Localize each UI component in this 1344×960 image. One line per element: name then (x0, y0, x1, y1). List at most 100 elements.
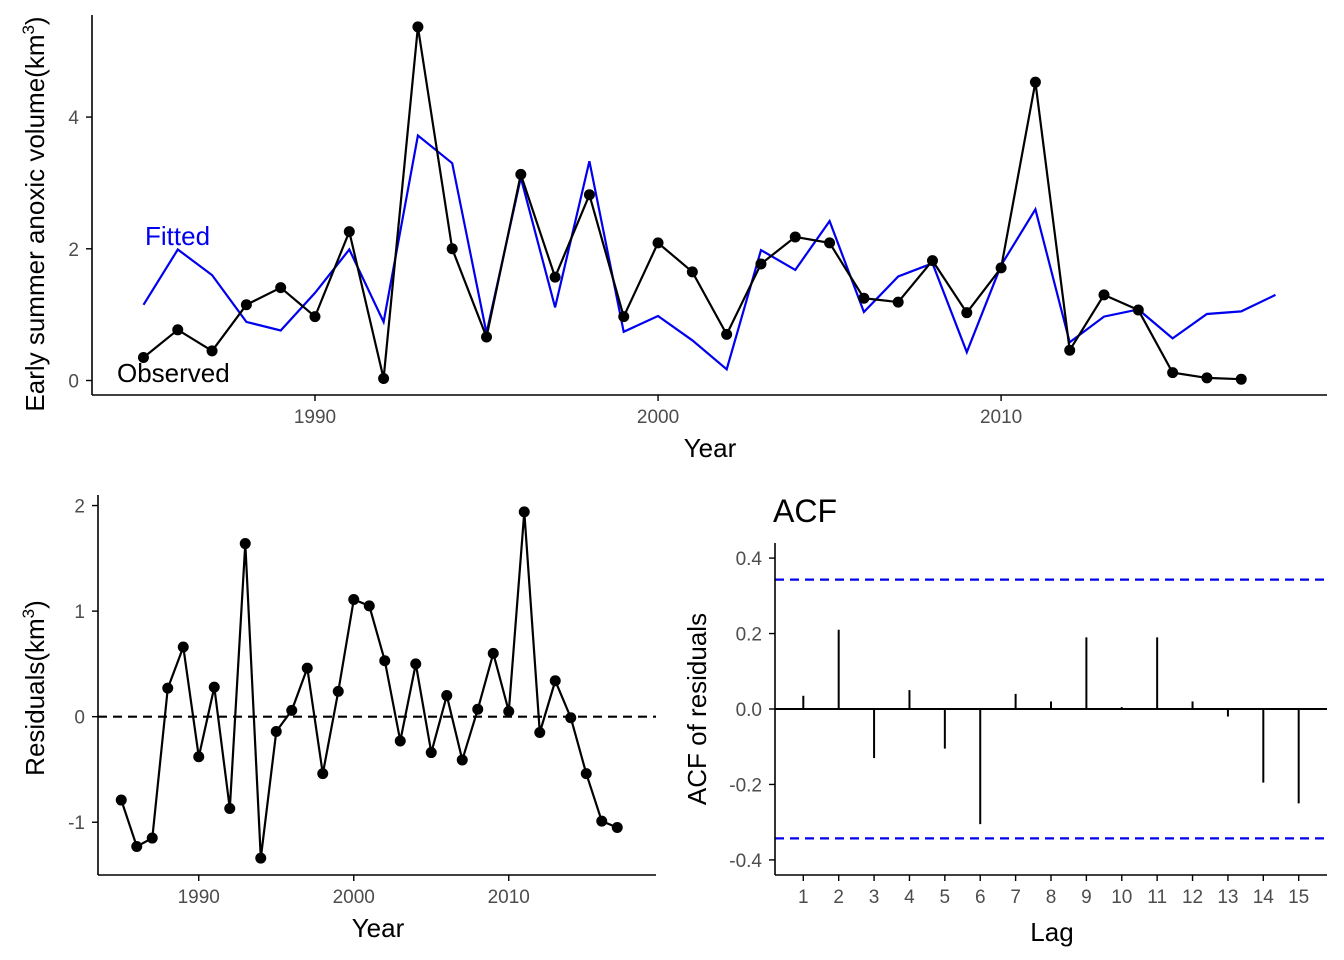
acf-x-tick-label: 2 (833, 887, 844, 908)
observed-point (515, 168, 527, 180)
acf-bars (775, 629, 1327, 825)
residuals-x-tick-label: 1990 (178, 887, 220, 908)
residuals-y-tick-label: 2 (74, 497, 85, 518)
observed-point (172, 324, 184, 336)
top-x-tick-labels: 1990 2000 2010 (294, 407, 1022, 428)
residuals-panel: 1990 2000 2010 -1 0 1 2 Year Residuals(km3) (19, 495, 656, 943)
acf-x-tick-label: 5 (940, 887, 951, 908)
acf-x-tick-label: 12 (1182, 887, 1203, 908)
acf-y-tick-label: -0.4 (729, 851, 762, 872)
observed-point (206, 345, 218, 357)
acf-x-tick-label: 9 (1081, 887, 1092, 908)
residual-point (348, 594, 360, 605)
residuals-y-tick-label: 1 (74, 602, 85, 623)
acf-x-tick-label: 6 (975, 887, 986, 908)
residual-point (503, 705, 515, 717)
residuals-y-tick-label: -1 (68, 813, 85, 834)
acf-x-tick-label: 11 (1147, 887, 1167, 908)
top-x-tick-label: 2000 (637, 407, 679, 428)
acf-title: ACF (773, 493, 837, 529)
observed-point (755, 258, 767, 270)
acf-x-tick-label: 14 (1253, 887, 1275, 908)
residuals-x-axis-title: Year (352, 913, 405, 943)
residuals-y-axis-title: Residuals(km3) (19, 600, 50, 776)
fitted-line (142, 133, 1276, 372)
observed-point (481, 331, 493, 343)
residual-point (487, 647, 499, 659)
residual-point (518, 506, 530, 518)
residual-point (115, 794, 127, 806)
acf-x-tick-label: 15 (1288, 887, 1309, 908)
top-x-tick-label: 2010 (980, 407, 1022, 428)
residual-point (611, 822, 623, 833)
top-x-tick-label: 1990 (294, 407, 336, 428)
residual-point (472, 703, 484, 715)
observed-point (1064, 344, 1076, 356)
acf-x-tick-label: 1 (798, 887, 809, 908)
acf-y-tick-label: 0.0 (736, 700, 762, 721)
top-y-axis-title: Early summer anoxic volume(km3) (19, 16, 50, 411)
observed-point (240, 299, 252, 311)
residual-point (286, 704, 298, 716)
top-x-axis-title: Year (684, 433, 737, 463)
residual-point (332, 685, 344, 697)
residuals-axes (92, 495, 656, 881)
acf-y-axis-title: ACF of residuals (682, 613, 712, 805)
residual-point (363, 600, 375, 612)
acf-confidence-bounds (775, 578, 1327, 840)
residual-point (456, 754, 468, 766)
observed-point (995, 262, 1007, 274)
top-y-axis-title-close: ) (20, 16, 50, 25)
acf-x-axis-title: Lag (1030, 917, 1073, 947)
observed-point (652, 237, 664, 249)
residual-point (131, 841, 143, 852)
residual-point (549, 675, 561, 687)
top-y-tick-label: 0 (68, 372, 79, 393)
residual-point (193, 751, 205, 763)
acf-axes (769, 543, 1327, 881)
residuals-y-axis-title-text: Residuals(km (20, 618, 50, 776)
observed-point (618, 311, 630, 323)
residuals-y-axis-title-superscript: 3 (19, 609, 38, 618)
residual-point (410, 658, 422, 670)
observed-point (137, 351, 149, 363)
acf-x-tick-label: 8 (1046, 887, 1057, 908)
observed-point (961, 307, 973, 319)
observed-point (343, 226, 355, 238)
acf-x-tick-label: 4 (904, 887, 915, 908)
observed-point (824, 237, 836, 249)
acf-y-tick-label: 0.2 (736, 625, 762, 646)
observed-point (1132, 304, 1144, 316)
residuals-x-tick-label: 2000 (333, 887, 375, 908)
top-y-axis-title-text: Early summer anoxic volume(km (20, 35, 50, 412)
observed-point (686, 266, 698, 278)
observed-point (412, 21, 424, 33)
observed-point (892, 296, 904, 308)
residual-point (441, 690, 453, 702)
residuals-x-tick-label: 2010 (488, 887, 530, 908)
acf-x-tick-label: 13 (1217, 887, 1238, 908)
acf-x-tick-label: 10 (1111, 887, 1132, 908)
fitted-annotation: Fitted (145, 221, 210, 251)
top-axes (86, 15, 1327, 401)
observed-point (858, 292, 870, 304)
acf-x-tick-labels: 1 2 3 4 5 6 7 8 9 10 11 12 13 14 15 (798, 887, 1309, 908)
residual-point (394, 735, 406, 747)
observed-point (549, 271, 561, 283)
residual-point (255, 852, 267, 864)
residual-point (177, 641, 189, 653)
residual-point (565, 712, 577, 724)
top-y-tick-label: 4 (68, 108, 79, 129)
residual-point (425, 747, 437, 759)
residual-point (146, 832, 158, 844)
residual-point (580, 768, 592, 780)
residual-point (534, 727, 546, 738)
residuals-x-tick-labels: 1990 2000 2010 (178, 887, 530, 908)
top-y-tick-label: 2 (68, 240, 79, 261)
residuals-y-axis-title-close: ) (20, 600, 50, 609)
residual-point (162, 682, 174, 694)
observed-point (926, 255, 938, 267)
observed-point (789, 231, 801, 243)
top-y-tick-labels: 0 2 4 (68, 108, 79, 392)
